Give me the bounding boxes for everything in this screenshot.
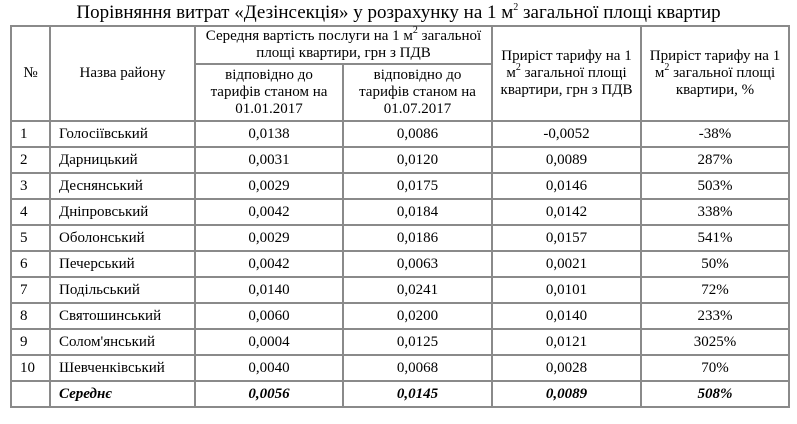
- district-name: Шевченківський: [49, 354, 196, 382]
- growth-uah: 0,0157: [491, 224, 642, 252]
- growth-percent: 72%: [640, 276, 790, 304]
- title-superscript: 2: [513, 1, 519, 13]
- cost-jan: 0,0138: [194, 120, 344, 148]
- growth-percent: 50%: [640, 250, 790, 278]
- growth-uah: 0,0089: [491, 146, 642, 174]
- growth-uah: 0,0101: [491, 276, 642, 304]
- growth-uah: 0,0121: [491, 328, 642, 356]
- header-district: Назва району: [49, 25, 196, 122]
- growth-uah: -0,0052: [491, 120, 642, 148]
- average-row: Середнє 0,0056 0,0145 0,0089 508%: [10, 380, 790, 408]
- table-row: 6 Печерський 0,0042 0,0063 0,0021 50%: [10, 250, 790, 278]
- row-number: 10: [10, 354, 51, 382]
- row-number: 1: [10, 120, 51, 148]
- growth-percent: 287%: [640, 146, 790, 174]
- growth-percent: -38%: [640, 120, 790, 148]
- header-average-cost-suffix: загальної площі квартири, грн з ПДВ: [256, 28, 482, 61]
- row-number: [10, 380, 51, 408]
- growth-uah: 0,0021: [491, 250, 642, 278]
- growth-percent: 503%: [640, 172, 790, 200]
- superscript: 2: [515, 62, 521, 73]
- header-growth-uah-suffix: загальної площі квартири, грн з ПДВ: [500, 65, 633, 98]
- growth-percent: 541%: [640, 224, 790, 252]
- superscript: 2: [412, 25, 418, 36]
- growth-percent: 233%: [640, 302, 790, 330]
- row-number: 3: [10, 172, 51, 200]
- title-text: Порівняння витрат «Дезінсекція» у розрах…: [76, 2, 514, 23]
- district-name: Дніпровський: [49, 198, 196, 226]
- cost-jul: 0,0068: [342, 354, 493, 382]
- header-growth-percent: Приріст тарифу на 1 м2 загальної площі к…: [640, 25, 790, 122]
- district-name: Дарницький: [49, 146, 196, 174]
- district-name: Голосіївський: [49, 120, 196, 148]
- row-number: 9: [10, 328, 51, 356]
- table-row: 8 Святошинський 0,0060 0,0200 0,0140 233…: [10, 302, 790, 330]
- row-number: 6: [10, 250, 51, 278]
- district-name: Солом'янський: [49, 328, 196, 356]
- district-name: Святошинський: [49, 302, 196, 330]
- average-cost-jul: 0,0145: [342, 380, 493, 408]
- header-growth-percent-text: Приріст тарифу на 1 м: [649, 48, 781, 81]
- table-row: 3 Деснянський 0,0029 0,0175 0,0146 503%: [10, 172, 790, 200]
- cost-jul: 0,0200: [342, 302, 493, 330]
- district-name: Подільський: [49, 276, 196, 304]
- header-growth-uah: Приріст тарифу на 1 м2 загальної площі к…: [491, 25, 642, 122]
- header-number: №: [10, 25, 51, 122]
- cost-jan: 0,0042: [194, 198, 344, 226]
- table-row: 1 Голосіївський 0,0138 0,0086 -0,0052 -3…: [10, 120, 790, 148]
- cost-jul: 0,0186: [342, 224, 493, 252]
- header-cost-jan-2017: відповідно до тарифів станом на 01.01.20…: [194, 63, 344, 122]
- row-number: 2: [10, 146, 51, 174]
- cost-jul: 0,0184: [342, 198, 493, 226]
- header-average-cost: Середня вартість послуги на 1 м2 загальн…: [194, 25, 493, 65]
- average-label: Середнє: [49, 380, 196, 408]
- header-growth-uah-text: Приріст тарифу на 1 м: [501, 48, 632, 81]
- superscript: 2: [664, 62, 670, 73]
- header-average-cost-text: Середня вартість послуги на 1 м: [205, 28, 413, 44]
- district-name: Оболонський: [49, 224, 196, 252]
- average-growth-percent: 508%: [640, 380, 790, 408]
- table-row: 5 Оболонський 0,0029 0,0186 0,0157 541%: [10, 224, 790, 252]
- average-growth-uah: 0,0089: [491, 380, 642, 408]
- cost-jul: 0,0175: [342, 172, 493, 200]
- table-row: 2 Дарницький 0,0031 0,0120 0,0089 287%: [10, 146, 790, 174]
- table-row: 4 Дніпровський 0,0042 0,0184 0,0142 338%: [10, 198, 790, 226]
- cost-jan: 0,0042: [194, 250, 344, 278]
- cost-jan: 0,0029: [194, 224, 344, 252]
- growth-percent: 338%: [640, 198, 790, 226]
- cost-jan: 0,0031: [194, 146, 344, 174]
- cost-jan: 0,0060: [194, 302, 344, 330]
- growth-uah: 0,0142: [491, 198, 642, 226]
- growth-uah: 0,0028: [491, 354, 642, 382]
- district-name: Деснянський: [49, 172, 196, 200]
- table-row: 10 Шевченківський 0,0040 0,0068 0,0028 7…: [10, 354, 790, 382]
- cost-jan: 0,0004: [194, 328, 344, 356]
- row-number: 4: [10, 198, 51, 226]
- comparison-table: № Назва району Середня вартість послуги …: [10, 25, 790, 408]
- row-number: 5: [10, 224, 51, 252]
- title-text-suffix: загальної площі квартир: [518, 2, 721, 23]
- average-cost-jan: 0,0056: [194, 380, 344, 408]
- cost-jul: 0,0120: [342, 146, 493, 174]
- growth-percent: 3025%: [640, 328, 790, 356]
- growth-uah: 0,0140: [491, 302, 642, 330]
- cost-jan: 0,0140: [194, 276, 344, 304]
- cost-jan: 0,0040: [194, 354, 344, 382]
- cost-jul: 0,0241: [342, 276, 493, 304]
- cost-jan: 0,0029: [194, 172, 344, 200]
- growth-uah: 0,0146: [491, 172, 642, 200]
- table-row: 7 Подільський 0,0140 0,0241 0,0101 72%: [10, 276, 790, 304]
- table-title: Порівняння витрат «Дезінсекція» у розрах…: [0, 2, 797, 24]
- header-cost-jul-2017: відповідно до тарифів станом на 01.07.20…: [342, 63, 493, 122]
- row-number: 8: [10, 302, 51, 330]
- growth-percent: 70%: [640, 354, 790, 382]
- district-name: Печерський: [49, 250, 196, 278]
- cost-jul: 0,0063: [342, 250, 493, 278]
- cost-jul: 0,0125: [342, 328, 493, 356]
- table-row: 9 Солом'янський 0,0004 0,0125 0,0121 302…: [10, 328, 790, 356]
- row-number: 7: [10, 276, 51, 304]
- header-growth-percent-suffix: загальної площі квартири, %: [669, 65, 776, 98]
- cost-jul: 0,0086: [342, 120, 493, 148]
